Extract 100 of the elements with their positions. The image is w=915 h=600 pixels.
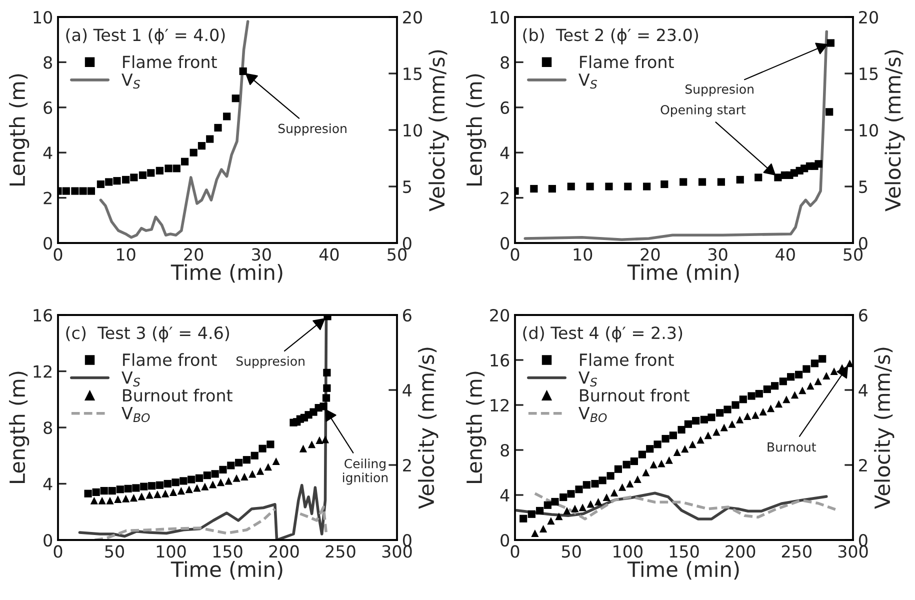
y-tick-label: 2 xyxy=(500,192,508,204)
point xyxy=(739,396,747,404)
x-tick-label: 250 xyxy=(326,545,356,558)
x-tick-label: 150 xyxy=(213,545,242,558)
point xyxy=(602,493,610,502)
point xyxy=(323,384,331,392)
y2-tick-label: 15 xyxy=(404,68,422,80)
point xyxy=(692,416,700,425)
point xyxy=(232,94,240,102)
point xyxy=(575,486,583,494)
x-tick-label: 30 xyxy=(252,248,271,261)
legend-label: V$_{BO}$ xyxy=(122,407,150,422)
point xyxy=(547,517,555,525)
point xyxy=(234,458,243,466)
point xyxy=(98,496,106,504)
point xyxy=(732,401,740,409)
point xyxy=(154,490,162,498)
line-series xyxy=(524,30,828,241)
x-axis-title: Time (min) xyxy=(627,264,739,283)
point xyxy=(755,390,763,398)
point xyxy=(264,463,272,471)
y-tick-label: 16 xyxy=(490,354,510,367)
point xyxy=(232,474,240,482)
point xyxy=(771,382,779,390)
point xyxy=(759,408,767,416)
legend-label: Flame front xyxy=(580,353,674,366)
point xyxy=(658,460,666,468)
point xyxy=(638,450,646,458)
y2-axis-title: Velocity (mm/s) xyxy=(418,348,438,509)
legend-label: V$_{BO}$ xyxy=(578,407,607,422)
point xyxy=(563,506,571,515)
point xyxy=(156,481,164,489)
y-tick-label: 12 xyxy=(34,365,52,378)
y-tick-label: 0 xyxy=(44,236,52,250)
point xyxy=(209,480,217,488)
point xyxy=(224,477,232,485)
point xyxy=(704,432,712,440)
point xyxy=(782,396,790,404)
point xyxy=(826,108,834,116)
point xyxy=(606,472,614,480)
point xyxy=(748,392,756,400)
point xyxy=(108,486,116,495)
x-tick-label: 30 xyxy=(708,248,728,261)
point xyxy=(810,360,818,368)
point xyxy=(172,478,180,486)
point xyxy=(185,486,193,494)
x-tick-label: 0 xyxy=(54,545,62,558)
point xyxy=(147,169,155,177)
point xyxy=(643,182,651,190)
annotation: (a) Test 1 (ϕ′ = 4.0) xyxy=(66,28,225,44)
legend-label: V$_{S}$ xyxy=(122,371,140,387)
point xyxy=(795,370,803,378)
y-tick-label: 10 xyxy=(490,10,510,24)
point xyxy=(660,180,668,188)
y-tick-label: 0 xyxy=(500,236,510,250)
annotation: Suppresion xyxy=(685,84,754,96)
legend-label: Burnout front xyxy=(123,388,232,402)
point xyxy=(114,495,122,504)
point xyxy=(598,476,606,484)
point xyxy=(100,486,108,495)
point xyxy=(779,378,787,386)
point xyxy=(87,187,96,195)
y-axis-title: Length (m) xyxy=(466,74,486,186)
point xyxy=(122,494,130,502)
point xyxy=(736,416,744,424)
point xyxy=(322,394,330,402)
y2-tick-label: 15 xyxy=(860,68,878,80)
y2-tick-label: 6 xyxy=(403,308,412,322)
point xyxy=(717,178,725,186)
x-tick-label: 100 xyxy=(156,545,186,558)
point xyxy=(610,488,618,497)
annotation: Opening start xyxy=(660,104,746,117)
y2-tick-label: 2 xyxy=(859,458,867,472)
point xyxy=(164,164,172,172)
point xyxy=(582,481,590,489)
point xyxy=(138,492,146,500)
point xyxy=(681,445,689,453)
point xyxy=(138,171,147,180)
point xyxy=(536,506,544,515)
point xyxy=(571,504,579,512)
y2-axis-title: Velocity (mm/s) xyxy=(874,348,894,509)
x-tick-label: 150 xyxy=(670,545,699,558)
point xyxy=(728,420,736,428)
point xyxy=(720,424,728,432)
point xyxy=(180,477,188,485)
point xyxy=(548,184,556,193)
point xyxy=(806,382,814,390)
y2-tick-label: 6 xyxy=(859,308,868,322)
annotation: (c) Test 3 (ϕ′ = 4.6) xyxy=(66,326,229,342)
point xyxy=(223,112,231,120)
point xyxy=(578,504,586,512)
y-tick-label: 12 xyxy=(490,398,508,412)
point xyxy=(130,174,138,182)
point xyxy=(195,474,204,482)
point xyxy=(256,467,264,475)
y-tick-label: 6 xyxy=(500,101,510,114)
point xyxy=(130,494,138,502)
point xyxy=(250,452,258,460)
point xyxy=(678,426,686,434)
annotation: (d) Test 4 (ϕ′ = 2.3) xyxy=(523,326,682,342)
